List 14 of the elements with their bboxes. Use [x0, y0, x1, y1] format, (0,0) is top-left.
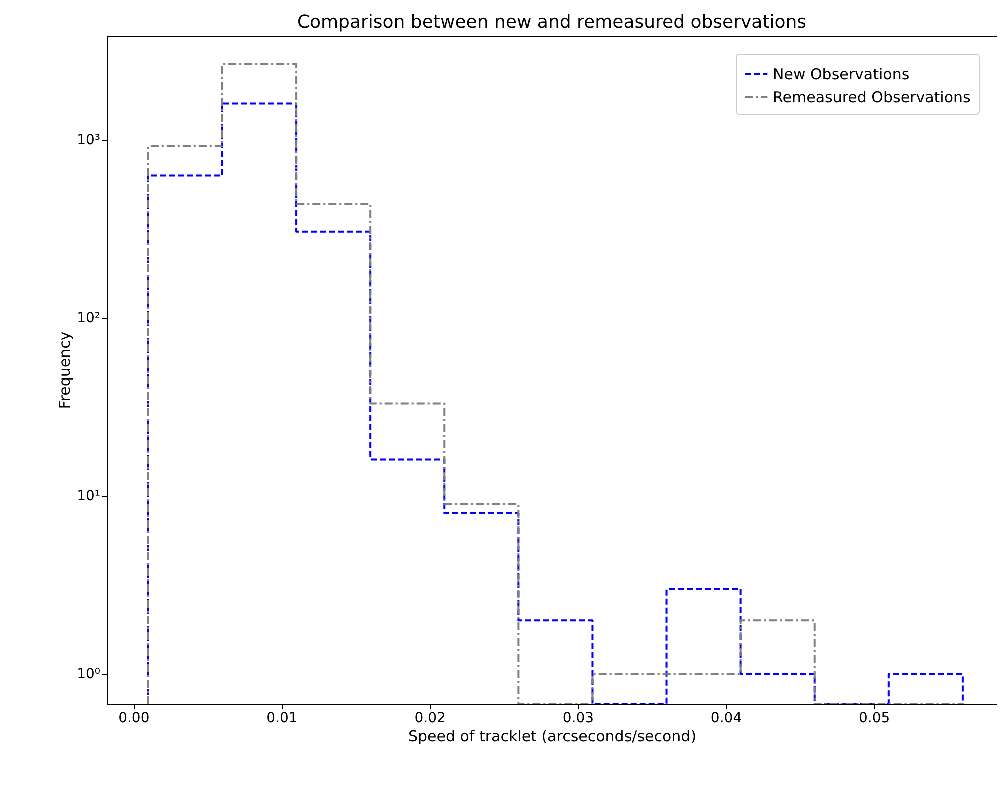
x-tick-label: 0.04 [710, 710, 742, 726]
x-tick-label: 0.02 [414, 710, 446, 726]
y-tick-label: 10⁰ [77, 666, 101, 683]
y-axis-title: Frequency [56, 332, 74, 410]
x-tick-label: 0.01 [266, 710, 298, 726]
y-tick-label: 10¹ [77, 488, 100, 505]
y-tick-label: 10² [77, 310, 100, 327]
x-tick-label: 0.00 [118, 710, 150, 726]
y-tick-label: 10³ [77, 132, 100, 149]
x-tick-label: 0.05 [859, 710, 890, 726]
x-tick-label: 0.03 [562, 710, 594, 726]
chart-title: Comparison between new and remeasured observations [297, 12, 807, 33]
legend-label: Remeasured Observations [773, 88, 972, 106]
legend-label: New Observations [773, 66, 910, 84]
